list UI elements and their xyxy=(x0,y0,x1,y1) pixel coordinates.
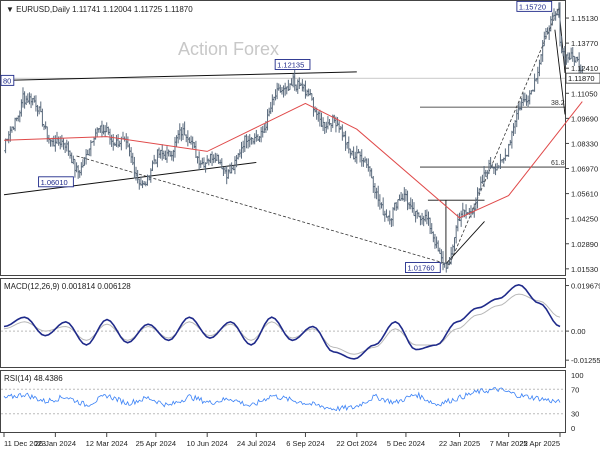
macd-tick-label: -0.012552 xyxy=(571,356,600,365)
resistance-trendline xyxy=(3,71,357,81)
left-edge-box xyxy=(0,74,15,86)
price-tick-label: 1.12410 xyxy=(571,64,598,73)
triangle-bottom xyxy=(445,221,485,265)
watermark: Action Forex xyxy=(178,39,279,59)
high-2-label: 1.15720 xyxy=(519,2,546,11)
dashed-trendline-2 xyxy=(449,7,560,265)
dropdown-triangle-icon[interactable]: ▼ xyxy=(6,5,16,14)
price-tick-label: 1.05610 xyxy=(571,190,598,199)
x-tick-label: 25 Apr 2024 xyxy=(136,439,176,448)
rsi-label: RSI(14) 48.4386 xyxy=(4,374,63,383)
x-tick-label: 10 Jun 2024 xyxy=(187,439,228,448)
macd-tick-label: 0.019679 xyxy=(571,282,600,291)
price-tick-label: 1.04250 xyxy=(571,215,598,224)
low-1-box xyxy=(38,176,74,188)
x-tick-label: 24 Jul 2024 xyxy=(237,439,276,448)
indicator-layer xyxy=(3,283,561,412)
price-tick-label: 1.02890 xyxy=(571,240,598,249)
macd-tick-label: 0.00 xyxy=(571,327,586,336)
x-tick-label: 12 Mar 2024 xyxy=(86,439,128,448)
current-price-label: 1.11870 xyxy=(568,74,595,83)
high-1-label: 1.12135 xyxy=(277,60,304,69)
low-2-box xyxy=(405,262,441,273)
price-layer xyxy=(3,2,584,273)
price-tick-label: 1.11050 xyxy=(571,89,598,98)
x-tick-label: 5 Dec 2024 xyxy=(387,439,425,448)
channel-lower xyxy=(554,29,566,115)
price-tick-label: 1.08330 xyxy=(571,139,598,148)
price-tick-label: 1.09690 xyxy=(571,114,598,123)
price-tick-label: 1.01530 xyxy=(571,265,598,274)
current-price-box xyxy=(565,72,600,84)
sma-line xyxy=(3,101,583,219)
price-panel-frame xyxy=(0,0,566,276)
x-tick-label: 11 Dec 2023 xyxy=(4,439,46,448)
x-tick-label: 22 Jan 2025 xyxy=(439,439,480,448)
low-1-label: 1.06010 xyxy=(41,178,68,187)
x-tick-label: 7 Mar 2025 xyxy=(490,439,528,448)
fib-618-label: 61.8 xyxy=(551,160,565,167)
price-tick-label: 1.15130 xyxy=(571,14,598,23)
symbol-line: EURUSD,Daily 1.11741 1.12004 1.11725 1.1… xyxy=(16,5,193,14)
x-tick-label: 22 Apr 2025 xyxy=(520,439,560,448)
fib-382-label: 38.2 xyxy=(551,100,565,107)
symbol-label: ▼ EURUSD,Daily 1.11741 1.12004 1.11725 1… xyxy=(6,5,193,14)
x-tick-label: 26 Jan 2024 xyxy=(35,439,76,448)
high-1-box xyxy=(274,59,311,70)
rsi-tick-label: 0 xyxy=(571,424,575,433)
rsi-line xyxy=(3,387,561,412)
rsi-tick-label: 30 xyxy=(571,410,579,419)
low-2-label: 1.01760 xyxy=(407,264,434,273)
support-trendline xyxy=(3,161,257,196)
price-tick-label: 1.06970 xyxy=(571,165,598,174)
rsi-tick-label: 100 xyxy=(571,371,584,380)
x-tick-label: 6 Sep 2024 xyxy=(286,439,324,448)
price-tick-label: 1.13770 xyxy=(571,39,598,48)
left-edge-label: 80 xyxy=(3,76,11,85)
rsi-tick-label: 70 xyxy=(571,385,579,394)
high-2-box xyxy=(516,0,553,12)
macd-panel-frame xyxy=(0,278,566,368)
macd-main-line xyxy=(3,283,561,360)
macd-label: MACD(12,26,9) 0.001814 0.006128 xyxy=(4,282,131,291)
rsi-panel-frame xyxy=(0,370,566,433)
annotation-layer: 38.2 61.8 1.12135 1.06010 1.01760 1.15720 80 xyxy=(0,0,565,273)
x-tick-label: 22 Oct 2024 xyxy=(336,439,377,448)
